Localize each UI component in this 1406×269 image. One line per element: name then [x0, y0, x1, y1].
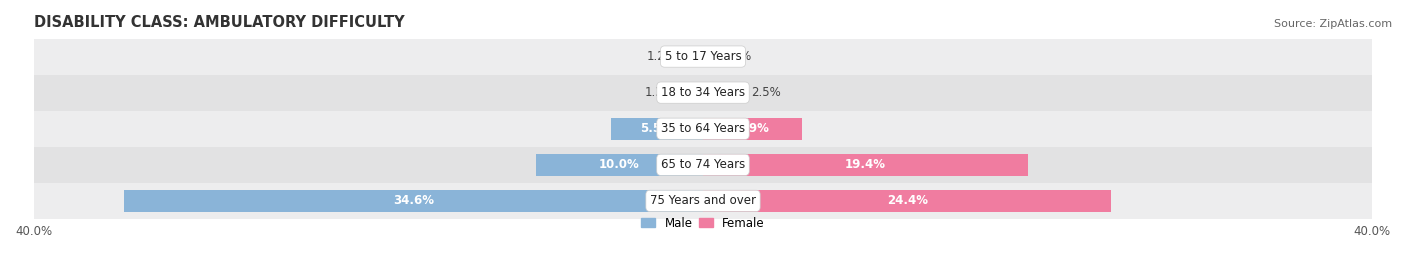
Text: 1.3%: 1.3% — [645, 86, 675, 99]
Text: 19.4%: 19.4% — [845, 158, 886, 171]
Bar — [703, 118, 801, 140]
Bar — [703, 190, 1111, 212]
Bar — [124, 190, 703, 212]
Bar — [703, 82, 745, 104]
Bar — [34, 75, 1372, 111]
Text: DISABILITY CLASS: AMBULATORY DIFFICULTY: DISABILITY CLASS: AMBULATORY DIFFICULTY — [34, 15, 404, 30]
Text: 75 Years and over: 75 Years and over — [650, 194, 756, 207]
Legend: Male, Female: Male, Female — [641, 217, 765, 229]
Bar — [682, 82, 703, 104]
Text: 5.5%: 5.5% — [641, 122, 673, 135]
Bar — [34, 111, 1372, 147]
Text: 10.0%: 10.0% — [599, 158, 640, 171]
Bar — [703, 154, 1028, 176]
Bar — [612, 118, 703, 140]
Bar — [34, 38, 1372, 75]
Text: 2.5%: 2.5% — [752, 86, 782, 99]
Text: 35 to 64 Years: 35 to 64 Years — [661, 122, 745, 135]
Text: 5.9%: 5.9% — [735, 122, 769, 135]
Text: 34.6%: 34.6% — [392, 194, 434, 207]
Text: 24.4%: 24.4% — [887, 194, 928, 207]
Text: Source: ZipAtlas.com: Source: ZipAtlas.com — [1274, 19, 1392, 29]
Text: 18 to 34 Years: 18 to 34 Years — [661, 86, 745, 99]
Text: 5 to 17 Years: 5 to 17 Years — [665, 50, 741, 63]
Bar — [536, 154, 703, 176]
Bar — [34, 147, 1372, 183]
Bar — [703, 46, 707, 67]
Text: 1.2%: 1.2% — [647, 50, 676, 63]
Bar — [683, 46, 703, 67]
Text: 65 to 74 Years: 65 to 74 Years — [661, 158, 745, 171]
Text: 0.29%: 0.29% — [714, 50, 752, 63]
Bar — [34, 183, 1372, 219]
